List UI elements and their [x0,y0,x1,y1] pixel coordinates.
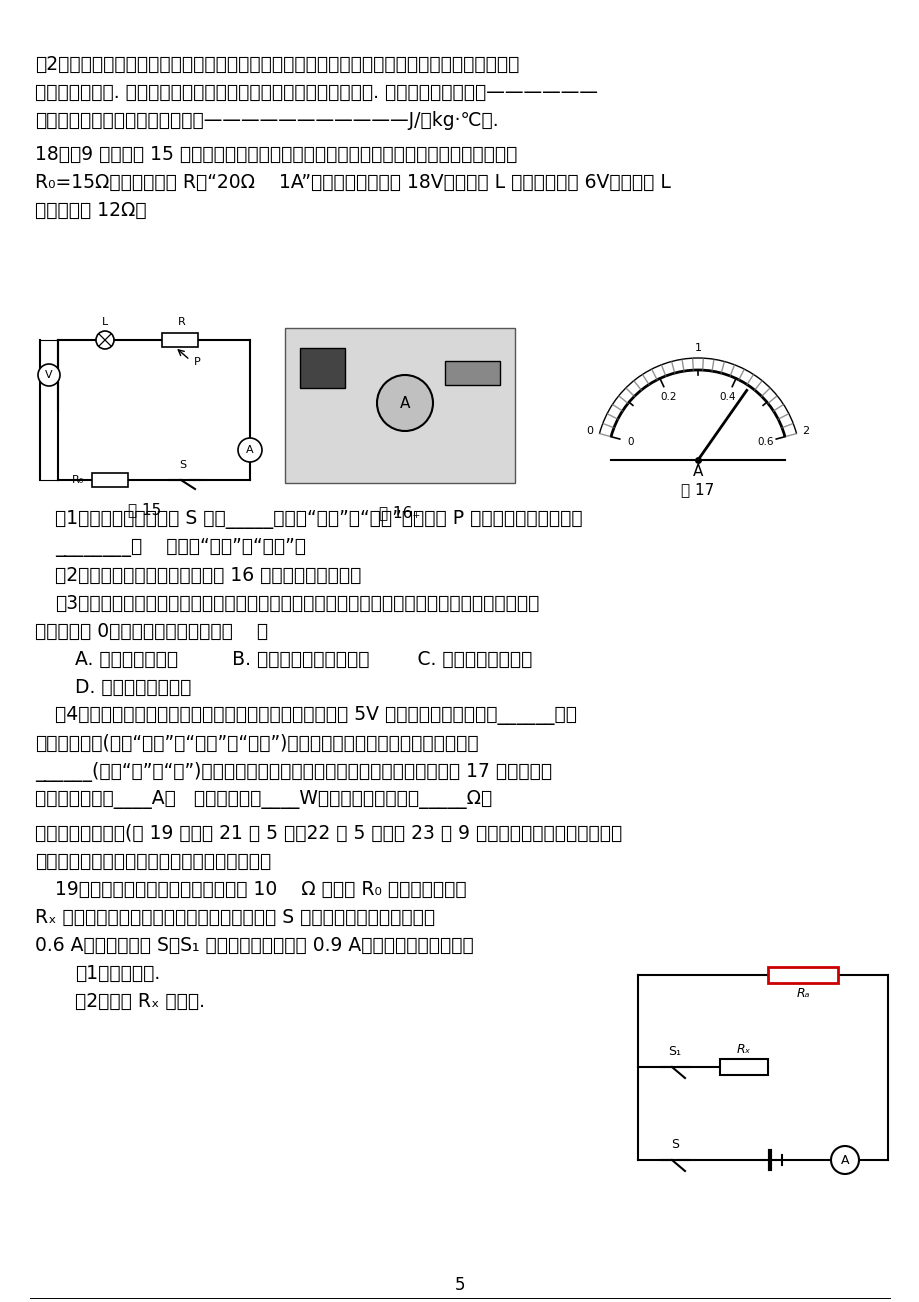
Bar [285,328,515,483]
Text: A: A [246,445,254,454]
Text: 0.6 A；在同时闭合 S、S₁ 时，电流表的示数为 0.9 A，电源电压不变，求：: 0.6 A；在同时闭合 S、S₁ 时，电流表的示数为 0.9 A，电源电压不变，… [35,936,473,954]
Text: 0.4: 0.4 [719,392,735,401]
Text: R₀=15Ω，滑动变阻器 R（“20Ω    1A”），电源电压恒为 18V，小灯泡 L 的额定电压为 6V，小灯泡 L: R₀=15Ω，滑动变阻器 R（“20Ω 1A”），电源电压恒为 18V，小灯泡 … [35,173,670,191]
Text: （3）小明合理的连接好电路，并按正确的顺序操作，但闭合开关后灯不亮，电压表有示数，电流: （3）小明合理的连接好电路，并按正确的顺序操作，但闭合开关后灯不亮，电压表有示数… [55,594,539,613]
Text: ________。    （选填“左端”或“右端”）: ________。 （选填“左端”或“右端”） [55,538,306,557]
Circle shape [38,365,60,385]
Text: 18．（9 分）如图 15 所示是小明设计的测量一个小灯泡额定功率的电路图。已知定值电阻: 18．（9 分）如图 15 所示是小明设计的测量一个小灯泡额定功率的电路图。已知… [35,145,516,164]
Text: 5: 5 [454,1276,465,1294]
Text: A. 可能是灯丝断了         B. 可能是滑动变阻器开路        C. 可能是小灯泡短路: A. 可能是灯丝断了 B. 可能是滑动变阻器开路 C. 可能是小灯泡短路 [75,650,532,669]
Bar [767,967,837,983]
Text: 明、步骤和公式，只写出最后结果的不给分。）: 明、步骤和公式，只写出最后结果的不给分。） [35,852,271,871]
Text: 0: 0 [585,426,593,436]
Text: （1）电源电压.: （1）电源电压. [75,963,160,983]
Text: P: P [194,357,200,367]
Text: 19．小林用一个电流表和一个阻值为 10    Ω 的电阻 R₀ 来测某未知电阻: 19．小林用一个电流表和一个阻值为 10 Ω 的电阻 R₀ 来测某未知电阻 [55,880,466,898]
Text: R: R [178,316,186,327]
Circle shape [96,331,114,349]
Circle shape [238,437,262,462]
Bar [162,333,198,348]
Text: 泡的额定功率(选填“等于”、“小于”或“大于”)，为了使小灯泡正常发光，此时应该向: 泡的额定功率(选填“等于”、“小于”或“大于”)，为了使小灯泡正常发光，此时应该… [35,734,478,753]
Text: S: S [179,460,187,470]
Text: A: A [692,465,702,479]
Text: 图 16₊: 图 16₊ [379,505,420,519]
Text: 图 15: 图 15 [129,503,162,517]
Text: 物质为水，另一种液体的比热容为———————————J/（kg·℃）.: 物质为水，另一种液体的比热容为———————————J/（kg·℃）. [35,111,498,130]
Text: 图 17: 图 17 [681,482,714,497]
Bar [720,1059,767,1075]
Text: ______(选填“左”或“右”)边移动滑片。小灯泡正常发光时，电流表的指针如图 17 所示，通过: ______(选填“左”或“右”)边移动滑片。小灯泡正常发光时，电流表的指针如图… [35,762,551,783]
Text: Rₐ: Rₐ [795,987,809,1000]
Text: 四．论述与计算题(共 19 分，第 21 题 5 分、22 题 5 分，第 23 题 9 分。解答应写出必要的文字说: 四．论述与计算题(共 19 分，第 21 题 5 分、22 题 5 分，第 23… [35,824,621,842]
Text: 处理，如图所示. 实验中，水和该液体在相同时间内放出的热量相等. 分析图象可以得出：——————: 处理，如图所示. 实验中，水和该液体在相同时间内放出的热量相等. 分析图象可以得… [35,83,597,102]
Text: 2: 2 [801,426,809,436]
Text: A: A [400,396,410,410]
Text: 0.6: 0.6 [756,437,773,447]
Text: A: A [840,1154,848,1167]
Text: （2）小华分别用质量相等、初温相同的水和另一种液体进行了实验，并用图象对实验数据进行了: （2）小华分别用质量相等、初温相同的水和另一种液体进行了实验，并用图象对实验数据… [35,55,519,74]
Text: （2）电阻 Rₓ 的阻值.: （2）电阻 Rₓ 的阻值. [75,992,205,1010]
Text: D. 可能是电流表开路: D. 可能是电流表开路 [75,678,191,697]
Text: S₁: S₁ [668,1046,681,1059]
Text: Rₓ 的阻值，设计了如图所示的电路，在只闭合 S 的情况下，电流表的示数为: Rₓ 的阻值，设计了如图所示的电路，在只闭合 S 的情况下，电流表的示数为 [35,907,435,927]
Text: Rₓ: Rₓ [736,1043,750,1056]
Text: 0.2: 0.2 [660,392,676,401]
Text: （2）请用笔画线代替导线，将图 16 的实物图补充完整。: （2）请用笔画线代替导线，将图 16 的实物图补充完整。 [55,566,361,585]
Bar [445,361,499,385]
Circle shape [377,375,433,431]
Text: L: L [102,316,108,327]
Text: 小灯泡的电流为____A，   其额定功率为____W，此时灯泡的电阻为_____Ω。: 小灯泡的电流为____A， 其额定功率为____W，此时灯泡的电阻为_____Ω… [35,790,492,809]
Text: 0: 0 [627,437,633,447]
Text: （4）小明正确连接电路后，进行实验。当电压表的示数为 5V 时，小灯泡的实际功率______小灯: （4）小明正确连接电路后，进行实验。当电压表的示数为 5V 时，小灯泡的实际功率… [55,706,576,725]
Text: R₀: R₀ [72,475,84,486]
Text: 表的示数为 0，你认为出现的故障是（    ）: 表的示数为 0，你认为出现的故障是（ ） [35,622,267,641]
Text: 1: 1 [694,342,701,353]
Text: （1）连接电路时，开关 S 应当_____（选填“断开”或“闭合”），滑片 P 应移到滑动变阻器的最: （1）连接电路时，开关 S 应当_____（选填“断开”或“闭合”），滑片 P … [55,510,582,529]
Bar [92,473,128,487]
Text: 的电阻约为 12Ω。: 的电阻约为 12Ω。 [35,201,146,220]
Bar [300,348,345,388]
Text: S: S [670,1138,678,1151]
Circle shape [830,1146,858,1174]
Text: V: V [45,370,52,380]
